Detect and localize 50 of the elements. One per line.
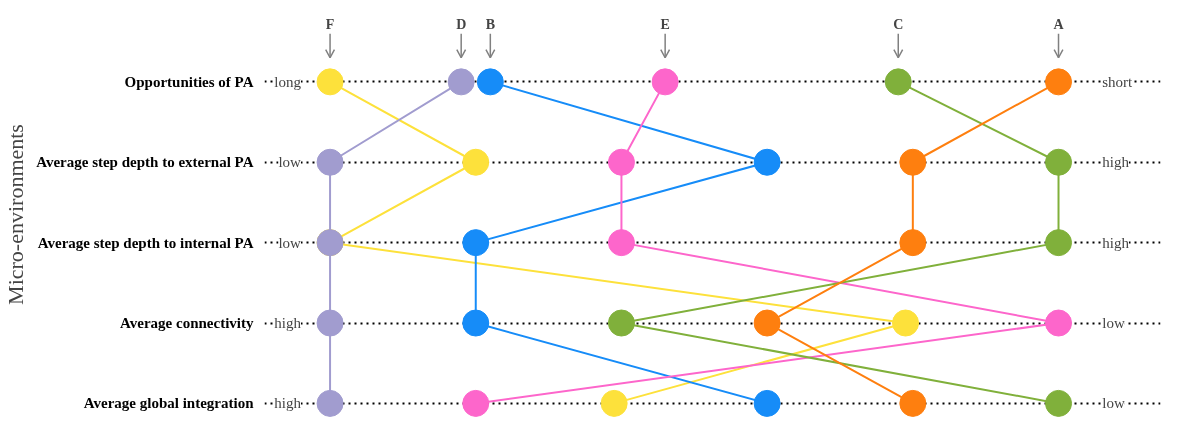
- point: [316, 148, 344, 176]
- point: [462, 148, 490, 176]
- point: [462, 389, 490, 417]
- text: high: [1102, 154, 1130, 171]
- point: [1045, 148, 1073, 176]
- y-tick-label: Opportunities of PA: [124, 73, 254, 90]
- text: low: [278, 234, 302, 251]
- point: [1045, 389, 1073, 417]
- text: low: [1102, 395, 1125, 412]
- point: [447, 68, 475, 96]
- point: [607, 229, 635, 257]
- point: [651, 68, 679, 96]
- point: [1045, 68, 1073, 96]
- text: high: [1102, 234, 1130, 251]
- text: F: [325, 17, 335, 33]
- text: D: [456, 17, 467, 33]
- text: A: [1053, 17, 1065, 33]
- point: [316, 309, 344, 337]
- point: [884, 68, 912, 96]
- point: [607, 148, 635, 176]
- y-tick-label: Average global integration: [83, 395, 255, 412]
- y-axis-title: Micro-environments: [3, 124, 29, 305]
- point: [316, 389, 344, 417]
- point: [753, 148, 781, 176]
- point: [600, 389, 628, 417]
- point: [753, 389, 781, 417]
- point: [1045, 229, 1073, 257]
- point: [462, 309, 490, 337]
- text: B: [485, 17, 495, 33]
- text: short: [1102, 73, 1134, 90]
- text: low: [278, 154, 302, 171]
- text: long: [274, 73, 302, 90]
- point: [607, 309, 635, 337]
- text: E: [660, 17, 670, 33]
- point: [476, 68, 504, 96]
- point: [462, 229, 490, 257]
- y-tick-label: Average step depth to external PA: [36, 154, 254, 171]
- point: [899, 389, 927, 417]
- text: high: [274, 395, 302, 412]
- text: low: [1102, 315, 1125, 332]
- point: [753, 309, 781, 337]
- point: [1045, 309, 1073, 337]
- text: high: [274, 315, 302, 332]
- y-tick-label: Average step depth to internal PA: [37, 234, 254, 251]
- point: [316, 68, 344, 96]
- y-tick-label: Average connectivity: [120, 315, 254, 332]
- point: [892, 309, 920, 337]
- point: [899, 229, 927, 257]
- text: C: [893, 17, 904, 33]
- point: [899, 148, 927, 176]
